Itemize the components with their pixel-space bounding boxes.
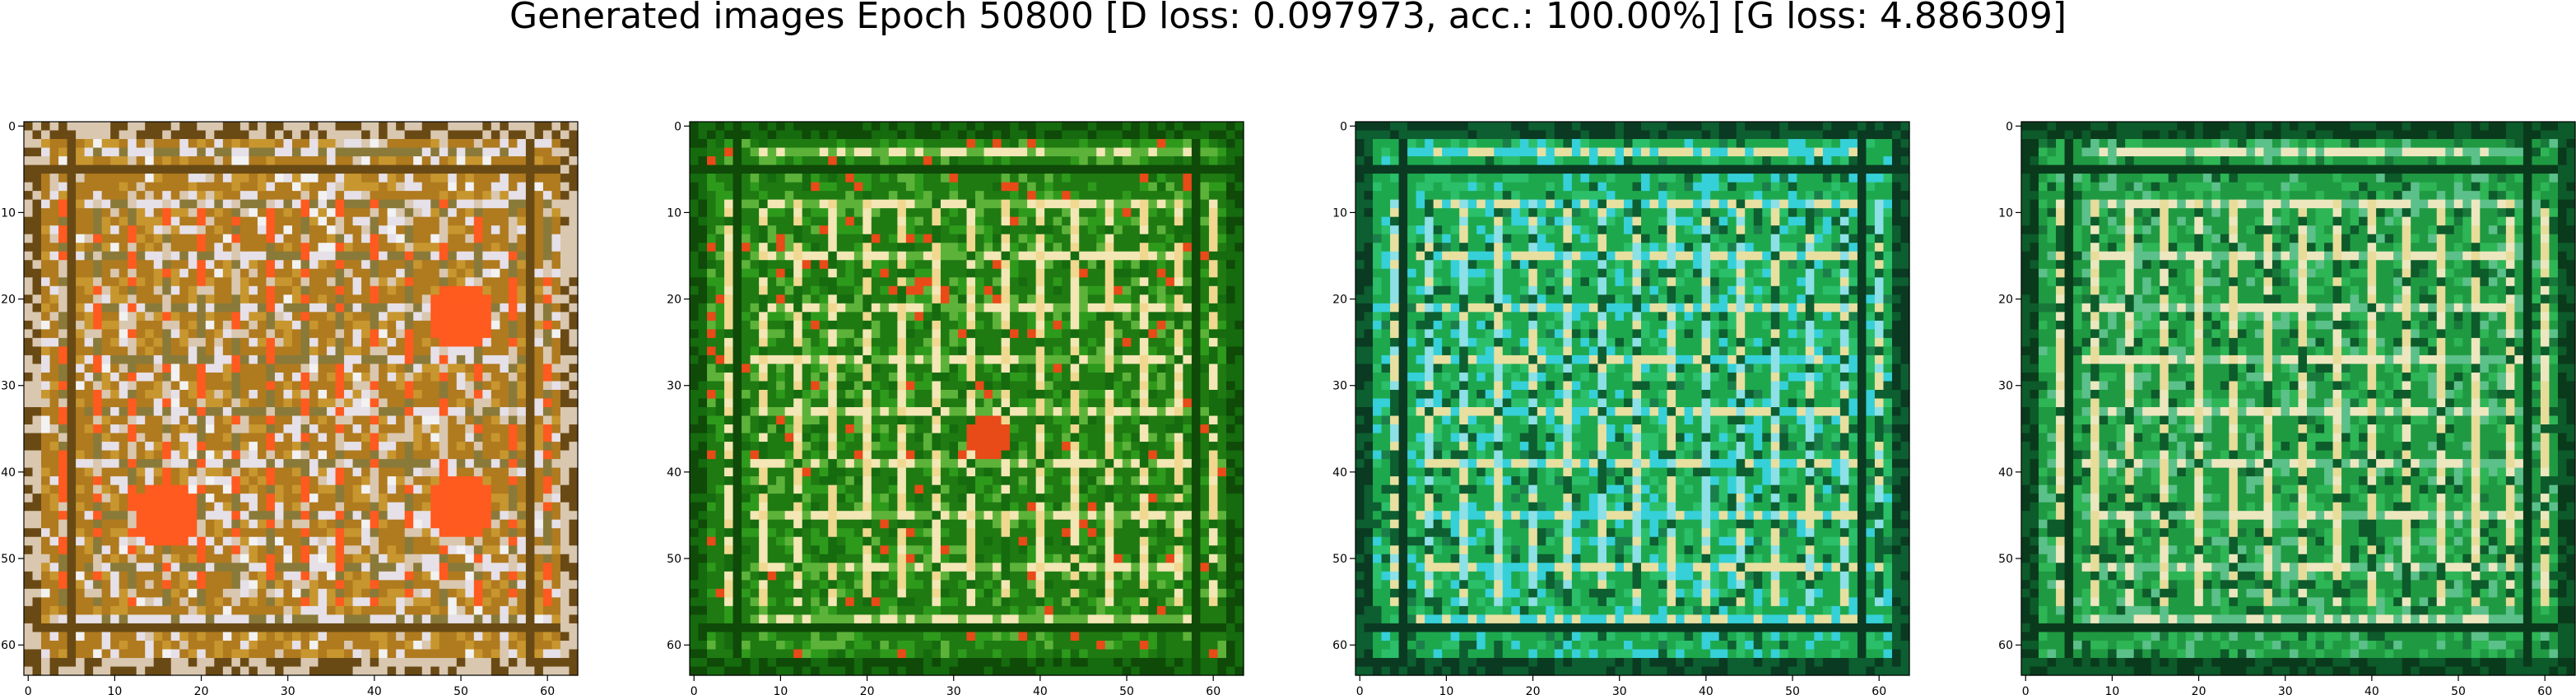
image-frame: [23, 121, 579, 676]
x-tick-label: 10: [108, 685, 123, 695]
y-tick-label: 30: [1, 380, 16, 393]
x-tick-label: 60: [2537, 685, 2552, 695]
image-panel-1: 0 0 10 10 20 20 30 30 40 40 50 50 60 60: [1, 120, 579, 695]
x-tick-label: 50: [1119, 685, 1134, 695]
y-tick-label: 50: [1998, 553, 2013, 566]
y-tick-label: 50: [1, 553, 16, 566]
x-tick-label: 20: [1526, 685, 1541, 695]
y-tick-label: 20: [667, 294, 681, 307]
x-tick-label: 20: [2192, 685, 2206, 695]
image-frame: [1355, 121, 1910, 676]
x-tick-label: 50: [1785, 685, 1800, 695]
x-tick-label: 30: [1612, 685, 1627, 695]
y-tick-label: 50: [667, 553, 681, 566]
y-tick-label: 60: [1, 639, 16, 652]
y-tick-label: 30: [1998, 380, 2013, 393]
y-tick-label: 10: [1332, 206, 1347, 220]
y-tick-label: 20: [1998, 294, 2013, 307]
x-tick-label: 0: [2022, 685, 2030, 695]
y-tick-label: 40: [1, 466, 16, 480]
generated-image-3: [1355, 122, 1910, 676]
x-tick-label: 0: [25, 685, 32, 695]
y-tick-label: 10: [667, 206, 681, 220]
y-tick-label: 60: [667, 639, 681, 652]
y-tick-label: 30: [1332, 380, 1347, 393]
y-tick-label: 10: [1998, 206, 2013, 220]
x-tick-label: 20: [194, 685, 209, 695]
y-tick-label: 40: [1998, 466, 2013, 480]
x-tick-label: 60: [1206, 685, 1221, 695]
x-tick-label: 30: [281, 685, 295, 695]
x-tick-label: 50: [2451, 685, 2466, 695]
image-frame: [2020, 121, 2576, 676]
x-tick-label: 10: [1439, 685, 1454, 695]
x-tick-label: 0: [1356, 685, 1364, 695]
x-tick-label: 20: [860, 685, 875, 695]
y-tick-label: 20: [1, 294, 16, 307]
image-panel-3: 0 0 10 10 20 20 30 30 40 40 50 50 60 60: [1332, 120, 1910, 695]
x-tick-label: 30: [2278, 685, 2293, 695]
y-tick-label: 20: [1332, 294, 1347, 307]
x-tick-label: 60: [540, 685, 555, 695]
y-tick-label: 50: [1332, 553, 1347, 566]
generated-image-1: [24, 122, 579, 676]
x-tick-label: 10: [2105, 685, 2120, 695]
generated-image-4: [2021, 122, 2576, 676]
y-tick-label: 0: [8, 120, 16, 133]
x-tick-label: 60: [1872, 685, 1886, 695]
figure-title: Generated images Epoch 50800 [D loss: 0.…: [509, 0, 2067, 37]
x-tick-label: 40: [1699, 685, 1713, 695]
y-tick-label: 40: [1332, 466, 1347, 480]
y-tick-label: 10: [1, 206, 16, 220]
y-tick-label: 60: [1998, 639, 2013, 652]
x-tick-label: 50: [453, 685, 468, 695]
y-tick-label: 40: [667, 466, 681, 480]
y-tick-label: 60: [1332, 639, 1347, 652]
x-tick-label: 40: [2364, 685, 2379, 695]
generated-image-2: [690, 122, 1244, 676]
y-tick-label: 0: [2006, 120, 2013, 133]
x-tick-label: 40: [1033, 685, 1048, 695]
x-tick-label: 10: [774, 685, 788, 695]
image-panel-4: 0 0 10 10 20 20 30 30 40 40 50 50 60 60: [1998, 120, 2576, 695]
x-tick-label: 40: [367, 685, 382, 695]
x-tick-label: 0: [690, 685, 698, 695]
image-panel-2: 0 0 10 10 20 20 30 30 40 40 50 50 60 60: [667, 120, 1244, 695]
y-tick-label: 30: [667, 380, 681, 393]
y-tick-label: 0: [674, 120, 681, 133]
y-tick-label: 0: [1340, 120, 1347, 133]
image-frame: [689, 121, 1244, 676]
x-tick-label: 30: [946, 685, 961, 695]
